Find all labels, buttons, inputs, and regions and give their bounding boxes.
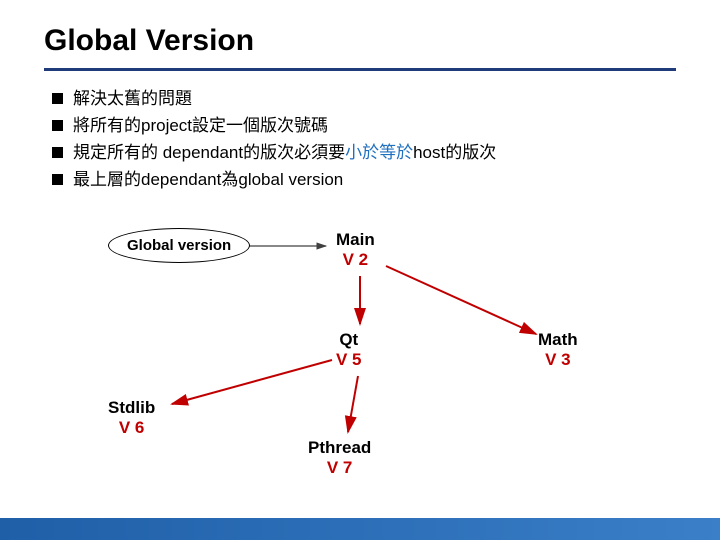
- node-main: Main V 2: [336, 230, 375, 269]
- edge-main-math: [386, 266, 536, 334]
- node-qt: Qt V 5: [336, 330, 362, 369]
- node-math-ver: V 3: [538, 350, 578, 370]
- footer-bar: [0, 518, 720, 540]
- node-main-ver: V 2: [336, 250, 375, 270]
- node-stdlib-name: Stdlib: [108, 398, 155, 418]
- node-qt-ver: V 5: [336, 350, 362, 370]
- node-math: Math V 3: [538, 330, 578, 369]
- node-math-name: Math: [538, 330, 578, 350]
- node-main-name: Main: [336, 230, 375, 250]
- node-stdlib: Stdlib V 6: [108, 398, 155, 437]
- edge-qt-pthread: [348, 376, 358, 432]
- edge-qt-stdlib: [172, 360, 332, 404]
- dependency-diagram: Global version Main V 2 Qt V 5 Math V 3 …: [0, 0, 720, 540]
- global-version-label: Global version: [108, 228, 250, 263]
- node-pthread: Pthread V 7: [308, 438, 371, 477]
- node-stdlib-ver: V 6: [108, 418, 155, 438]
- node-pthread-ver: V 7: [308, 458, 371, 478]
- node-qt-name: Qt: [336, 330, 362, 350]
- slide: Global Version 解決太舊的問題將所有的project設定一個版次號…: [0, 0, 720, 540]
- node-pthread-name: Pthread: [308, 438, 371, 458]
